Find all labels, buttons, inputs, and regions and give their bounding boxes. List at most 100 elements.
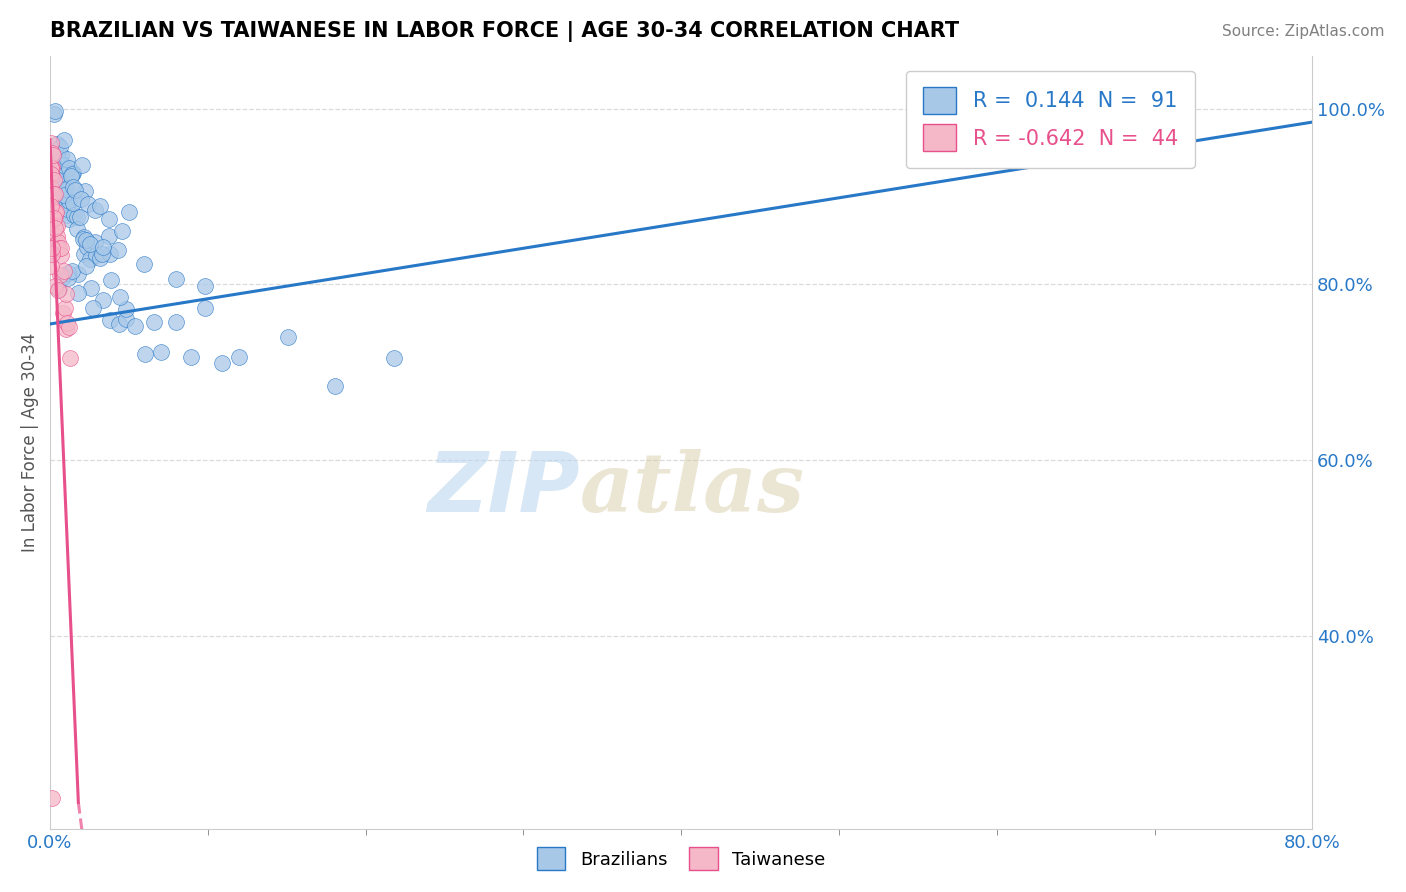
- Point: [98, 212, 121, 227]
- Point: [118, 205, 141, 219]
- Point: [180, 351, 202, 365]
- Point: [55, 322, 77, 336]
- Point: [49, 148, 72, 162]
- Point: [56, 152, 79, 166]
- Point: [41, 161, 63, 175]
- Point: [46, 283, 69, 297]
- Point: [46, 235, 69, 250]
- Point: [44, 103, 66, 118]
- Point: [82, 301, 104, 315]
- Point: [83, 235, 105, 249]
- Point: [46, 242, 69, 256]
- Point: [115, 311, 138, 326]
- Point: [42, 148, 65, 162]
- Point: [52, 168, 75, 182]
- Point: [165, 315, 187, 329]
- Point: [48, 268, 70, 282]
- Point: [45, 137, 67, 152]
- Point: [69, 210, 91, 224]
- Point: [66, 285, 89, 300]
- Point: [108, 290, 131, 304]
- Point: [194, 279, 217, 293]
- Point: [53, 301, 76, 316]
- Point: [52, 306, 75, 320]
- Point: [55, 182, 77, 196]
- Point: [58, 211, 80, 226]
- Point: [59, 351, 82, 365]
- Point: [53, 194, 76, 209]
- Point: [42, 107, 65, 121]
- Text: atlas: atlas: [581, 449, 806, 529]
- Point: [62, 166, 84, 180]
- Point: [72, 232, 94, 246]
- Point: [63, 183, 86, 197]
- Point: [66, 222, 89, 236]
- Point: [48, 282, 70, 296]
- Point: [114, 301, 136, 316]
- Text: BRAZILIAN VS TAIWANESE IN LABOR FORCE | AGE 30-34 CORRELATION CHART: BRAZILIAN VS TAIWANESE IN LABOR FORCE | …: [51, 21, 959, 42]
- Point: [97, 228, 120, 243]
- Point: [79, 237, 101, 252]
- Point: [77, 197, 100, 211]
- Point: [44, 205, 66, 219]
- Point: [56, 202, 79, 216]
- Point: [111, 224, 134, 238]
- Point: [56, 271, 79, 285]
- Point: [75, 259, 97, 273]
- Point: [79, 252, 101, 266]
- Point: [60, 169, 83, 183]
- Point: [165, 272, 187, 286]
- Point: [1143, 103, 1166, 118]
- Point: [58, 194, 80, 208]
- Point: [62, 195, 84, 210]
- Point: [56, 316, 79, 330]
- Point: [149, 344, 172, 359]
- Point: [44, 187, 66, 202]
- Point: [45, 172, 67, 186]
- Point: [41, 791, 63, 805]
- Point: [83, 203, 105, 218]
- Point: [73, 184, 96, 198]
- Point: [41, 241, 63, 255]
- Point: [41, 169, 63, 183]
- Point: [80, 281, 103, 295]
- Point: [44, 213, 66, 227]
- Point: [44, 278, 66, 293]
- Point: [41, 145, 63, 160]
- Point: [41, 199, 63, 213]
- Point: [98, 246, 121, 260]
- Point: [44, 153, 66, 167]
- Point: [107, 243, 129, 257]
- Point: [49, 154, 72, 169]
- Point: [194, 301, 217, 315]
- Point: [48, 242, 70, 256]
- Point: [60, 264, 83, 278]
- Point: [323, 379, 346, 393]
- Point: [91, 240, 114, 254]
- Point: [86, 248, 108, 262]
- Point: [52, 270, 75, 285]
- Point: [134, 256, 156, 270]
- Point: [62, 180, 84, 194]
- Point: [70, 157, 93, 171]
- Point: [382, 351, 405, 366]
- Point: [39, 167, 62, 181]
- Point: [44, 211, 66, 225]
- Point: [52, 158, 75, 172]
- Y-axis label: In Labor Force | Age 30-34: In Labor Force | Age 30-34: [21, 333, 39, 552]
- Point: [58, 161, 80, 176]
- Point: [100, 273, 122, 287]
- Point: [76, 240, 98, 254]
- Text: ZIP: ZIP: [427, 449, 581, 529]
- Point: [46, 148, 69, 162]
- Point: [42, 202, 65, 217]
- Point: [73, 229, 96, 244]
- Point: [48, 182, 70, 196]
- Point: [44, 220, 66, 235]
- Point: [39, 259, 62, 273]
- Point: [142, 316, 165, 330]
- Point: [45, 204, 67, 219]
- Point: [91, 247, 114, 261]
- Point: [55, 287, 77, 301]
- Point: [53, 188, 76, 202]
